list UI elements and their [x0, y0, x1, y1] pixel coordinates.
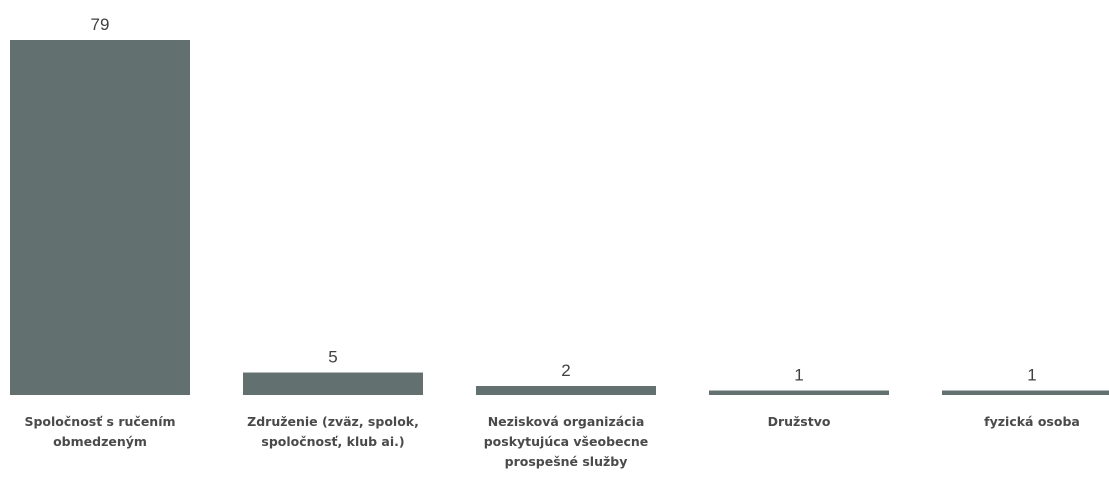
category-label-0: Spoločnosť s ručením obmedzeným [24, 414, 176, 449]
value-label-1: 5 [328, 348, 337, 367]
category-label-3: Družstvo [767, 414, 831, 429]
category-label-4: fyzická osoba [984, 414, 1080, 429]
category-label-1: Združenie (zväz, spolok, spoločnosť, klu… [247, 414, 419, 449]
bar-2 [476, 386, 656, 395]
value-label-2: 2 [561, 361, 570, 380]
bar-0 [10, 40, 190, 395]
bar-4 [942, 390, 1109, 395]
category-label-2: Nezisková organizácia poskytujúca všeobe… [483, 414, 649, 469]
value-label-4: 1 [1027, 366, 1036, 385]
bar-1 [243, 372, 423, 395]
value-label-0: 79 [91, 15, 110, 34]
value-label-3: 1 [794, 366, 803, 385]
bar-3 [709, 390, 889, 395]
